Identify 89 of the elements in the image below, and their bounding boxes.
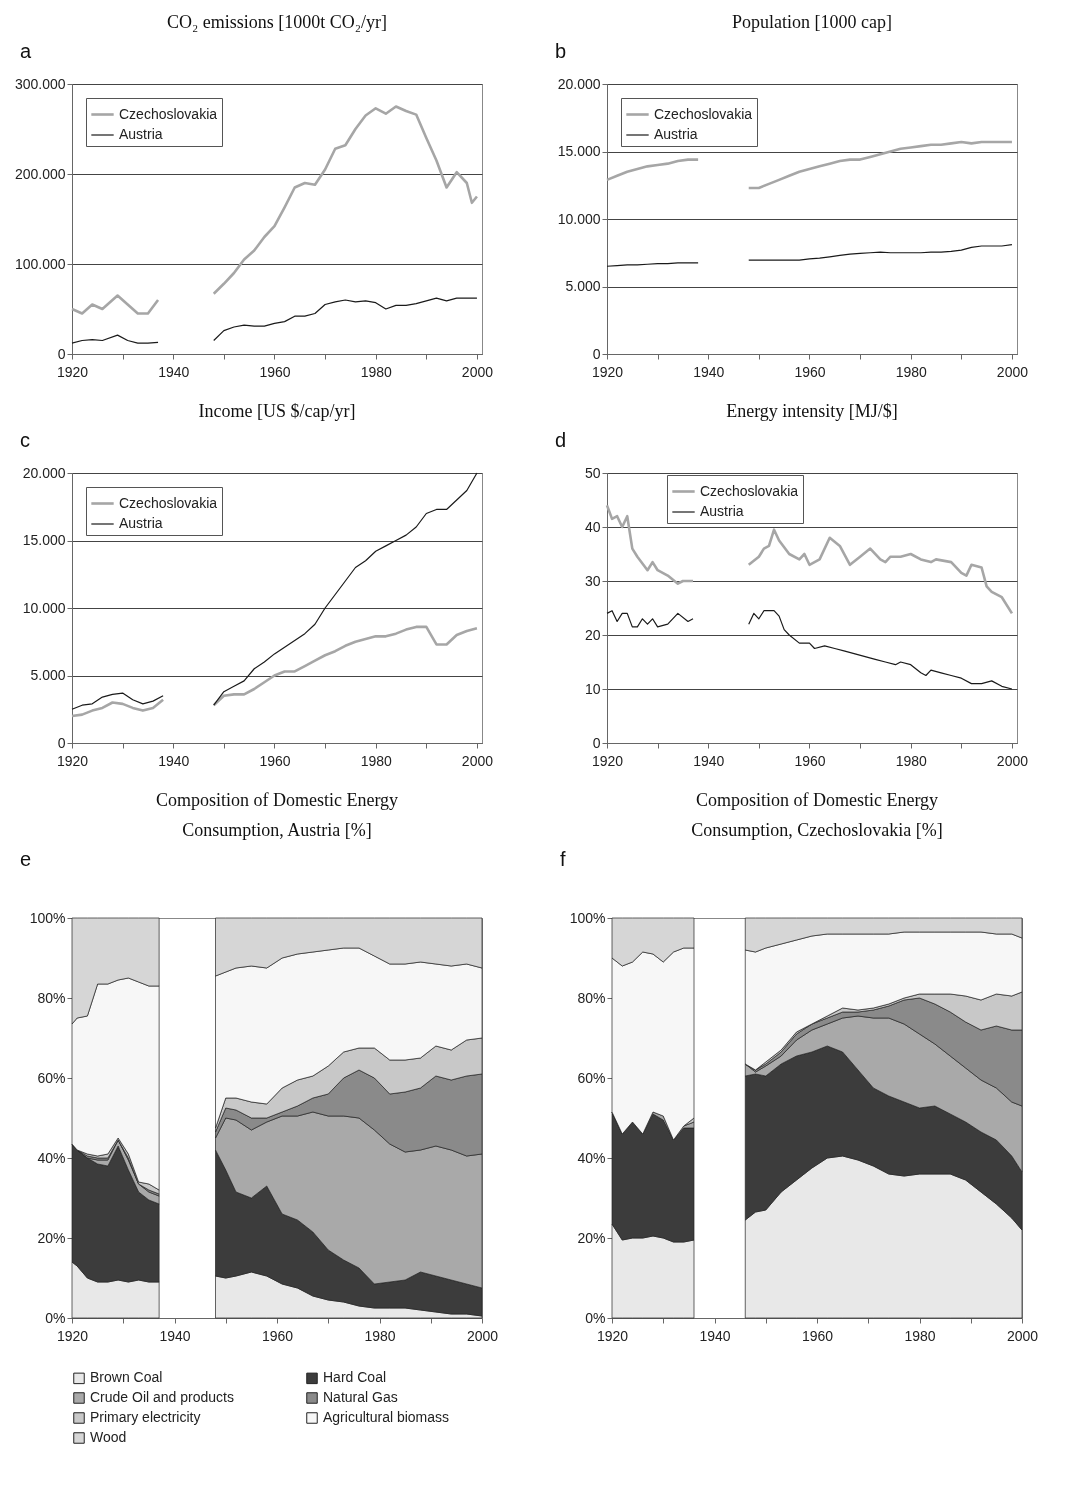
x-tick-label: 1920 <box>591 363 624 380</box>
x-tick-label: 1980 <box>895 752 927 769</box>
y-tick-label: 300.000 <box>14 75 66 92</box>
x-tick-label: 1960 <box>259 752 291 769</box>
legend-label: Hard Coal <box>323 1369 387 1386</box>
y-tick-label: 80% <box>37 989 66 1006</box>
y-tick-label: 20.000 <box>22 464 66 481</box>
y-tick-label: 60% <box>577 1069 606 1086</box>
legend-label: Czechoslovakia <box>119 494 218 511</box>
chart-title: Energy intensity [MJ/$] <box>726 401 898 421</box>
legend-label: Austria <box>119 126 163 142</box>
text: d <box>555 429 567 451</box>
y-tick-label: 0% <box>585 1309 606 1326</box>
chart-title: Income [US $/cap/yr] <box>198 401 356 421</box>
x-tick-label: 1980 <box>360 752 392 769</box>
y-tick-label: 15.000 <box>557 143 601 159</box>
y-tick-label: 50 <box>584 464 601 481</box>
y-tick-label: 5.000 <box>30 667 66 683</box>
legend-label: Crude Oil and products <box>90 1389 234 1405</box>
x-tick-label: 1940 <box>693 752 725 769</box>
y-tick-label: 20% <box>577 1229 606 1246</box>
chart-title: CO₂ emissions [1000t CO₂/yr] <box>166 12 388 32</box>
y-tick-label: 100.000 <box>14 255 66 272</box>
x-tick-label: 1980 <box>360 363 392 380</box>
legend-label: Austria <box>654 126 698 142</box>
x-tick-label: 1960 <box>259 363 291 380</box>
text: a <box>20 40 32 62</box>
chart-title: Composition of Domestic Energy Consumption, Austria [%] <box>155 790 399 840</box>
y-tick-label: 40% <box>577 1149 606 1166</box>
legend-label: Czechoslovakia <box>119 105 218 122</box>
chart-title: Composition of Domestic Energy Consumption, Czechoslovakia [%] <box>691 790 943 840</box>
x-tick-label: 2000 <box>996 363 1029 380</box>
x-tick-label: 1980 <box>364 1327 396 1344</box>
x-tick-label: 1980 <box>904 1327 936 1344</box>
x-tick-label: 1960 <box>801 1327 834 1344</box>
y-tick-label: 10.000 <box>557 210 601 227</box>
x-tick-label: 1920 <box>56 363 89 380</box>
y-tick-label: 0 <box>57 734 66 751</box>
text: b <box>555 40 567 62</box>
y-tick-label: 40 <box>584 518 601 535</box>
x-tick-label: 2000 <box>996 752 1029 769</box>
x-tick-label: 2000 <box>461 363 494 380</box>
x-tick-label: 1960 <box>261 1327 294 1344</box>
y-tick-label: 5.000 <box>565 278 601 294</box>
y-tick-label: 20 <box>584 626 601 643</box>
legend-label: Austria <box>119 515 163 531</box>
legend-label: Czechoslovakia <box>700 482 799 499</box>
text: e <box>20 848 32 870</box>
legend-label: Natural Gas <box>323 1389 398 1405</box>
x-tick-label: 1920 <box>596 1327 629 1344</box>
y-tick-label: 10 <box>584 680 601 697</box>
x-tick-label: 1920 <box>56 1327 89 1344</box>
y-tick-label: 30 <box>584 572 601 589</box>
y-tick-label: 200.000 <box>14 165 66 182</box>
y-tick-label: 80% <box>577 989 606 1006</box>
legend-label: Brown Coal <box>90 1369 163 1386</box>
y-tick-label: 0 <box>57 345 66 362</box>
text: c <box>20 429 30 451</box>
x-tick-label: 1940 <box>699 1327 731 1344</box>
y-tick-label: 40% <box>37 1149 66 1166</box>
x-tick-label: 1940 <box>158 363 190 380</box>
y-tick-label: 10.000 <box>22 599 66 616</box>
legend-label: Austria <box>700 503 744 519</box>
y-tick-label: 0% <box>45 1309 66 1326</box>
x-tick-label: 1940 <box>159 1327 191 1344</box>
x-tick-label: 1960 <box>794 752 826 769</box>
x-tick-label: 1940 <box>693 363 725 380</box>
legend-label: Agricultural biomass <box>323 1409 450 1425</box>
x-tick-label: 2000 <box>466 1327 499 1344</box>
y-tick-label: 100% <box>29 909 66 926</box>
x-tick-label: 1940 <box>158 752 190 769</box>
y-tick-label: 0 <box>592 734 601 751</box>
x-tick-label: 1920 <box>56 752 89 769</box>
y-tick-label: 0 <box>592 345 601 362</box>
x-tick-label: 1980 <box>895 363 927 380</box>
x-tick-label: 1960 <box>794 363 826 380</box>
legend-label: Czechoslovakia <box>654 105 753 122</box>
y-tick-label: 20.000 <box>557 75 601 92</box>
x-tick-label: 2000 <box>1006 1327 1039 1344</box>
chart-title: Population [1000 cap] <box>732 12 892 32</box>
legend-label: Primary electricity <box>90 1409 201 1425</box>
y-tick-label: 60% <box>37 1069 66 1086</box>
y-tick-label: 20% <box>37 1229 66 1246</box>
y-tick-label: 100% <box>569 909 606 926</box>
x-tick-label: 1920 <box>591 752 624 769</box>
text: f <box>560 848 566 870</box>
y-tick-label: 15.000 <box>22 532 66 548</box>
x-tick-label: 2000 <box>461 752 494 769</box>
legend-label: Wood <box>90 1429 127 1445</box>
